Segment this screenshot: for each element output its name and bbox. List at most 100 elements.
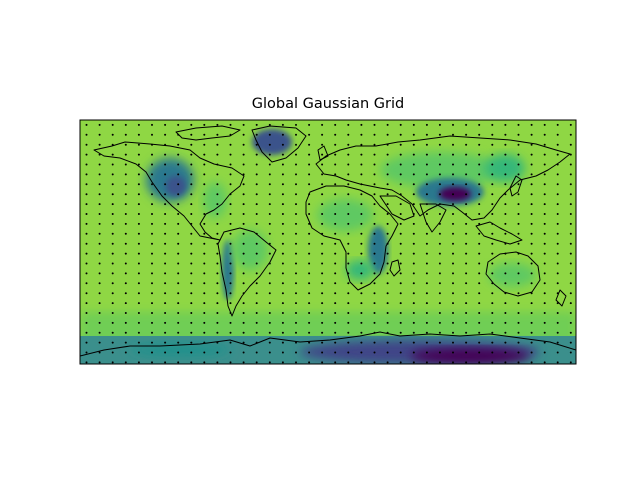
grid-point (190, 361, 193, 364)
grid-point (229, 351, 232, 354)
grid-point (399, 331, 402, 334)
grid-point (281, 302, 284, 305)
grid-point (242, 123, 245, 126)
grid-point (412, 341, 415, 344)
grid-point (124, 272, 127, 275)
grid-point (203, 183, 206, 186)
grid-point (321, 213, 324, 215)
grid-point (85, 232, 88, 235)
grid-point (399, 193, 402, 196)
grid-point (347, 143, 350, 146)
grid-point (85, 222, 88, 225)
grid-point (98, 302, 101, 305)
grid-point (556, 331, 559, 334)
grid-point (216, 302, 219, 305)
grid-point (334, 163, 337, 166)
grid-point (556, 361, 559, 364)
grid-point (373, 302, 376, 305)
grid-point (268, 193, 271, 196)
grid-point (85, 203, 88, 206)
grid-point (124, 163, 127, 166)
grid-point (386, 272, 389, 275)
grid-point (478, 222, 481, 225)
grid-point (190, 331, 193, 334)
grid-point (360, 183, 363, 186)
grid-point (281, 183, 284, 186)
grid-point (452, 173, 454, 176)
grid-point (530, 331, 533, 334)
grid-point (164, 203, 167, 206)
grid-point (504, 321, 507, 324)
grid-point (373, 361, 376, 364)
grid-point (491, 143, 494, 146)
grid-point (530, 252, 533, 255)
grid-point (399, 183, 402, 186)
grid-point (569, 203, 572, 206)
grid-point (334, 292, 337, 295)
grid-point (111, 331, 114, 334)
grid-point (386, 361, 389, 364)
grid-point (137, 143, 140, 146)
grid-point (347, 173, 350, 176)
grid-point (347, 163, 350, 166)
grid-point (569, 272, 572, 275)
grid-point (360, 163, 363, 166)
coastline-antarctica (80, 331, 576, 357)
grid-point (177, 232, 180, 235)
grid-point (111, 252, 114, 255)
grid-point (491, 262, 494, 265)
grid-point (85, 302, 88, 305)
grid-point (242, 252, 245, 255)
grid-point (386, 321, 389, 324)
grid-point (242, 341, 245, 344)
grid-point (491, 282, 494, 285)
grid-point (111, 143, 114, 146)
grid-point (255, 282, 258, 285)
grid-point (321, 232, 324, 235)
grid-point (308, 153, 311, 156)
grid-point (177, 123, 180, 126)
grid-point (124, 143, 127, 146)
grid-point (98, 143, 101, 146)
grid-point (425, 361, 428, 364)
grid-point (216, 143, 219, 146)
grid-point (438, 272, 441, 275)
grid-point (425, 312, 428, 314)
grid-point (334, 123, 337, 126)
grid-point (465, 252, 468, 255)
grid-point (98, 282, 101, 285)
grid-point (556, 341, 559, 344)
grid-point (360, 252, 363, 255)
coastline-madagascar (389, 259, 401, 277)
grid-point (111, 272, 114, 275)
grid-point (111, 292, 114, 295)
grid-point (517, 252, 520, 255)
grid-point (399, 222, 402, 225)
grid-point (386, 123, 389, 126)
grid-point (164, 193, 167, 196)
grid-point (203, 232, 206, 235)
grid-point (281, 321, 284, 324)
grid-point (295, 242, 297, 245)
grid-point (268, 153, 271, 156)
grid-point (164, 321, 167, 324)
grid-point (478, 123, 481, 126)
grid-point (517, 312, 520, 314)
grid-point (530, 282, 533, 285)
grid-point (268, 341, 271, 344)
grid-point (569, 351, 572, 354)
grid-point (190, 292, 193, 295)
grid-point (137, 213, 140, 215)
grid-point (386, 183, 389, 186)
grid-point (295, 222, 297, 225)
grid-point (321, 143, 324, 146)
grid-point (203, 272, 206, 275)
grid-point (98, 361, 101, 364)
grid-point (98, 123, 101, 126)
grid-point (151, 213, 153, 215)
coastline-south-america (217, 227, 277, 317)
grid-point (543, 163, 546, 166)
grid-point (569, 312, 572, 314)
grid-point (255, 361, 258, 364)
grid-point (177, 242, 180, 245)
